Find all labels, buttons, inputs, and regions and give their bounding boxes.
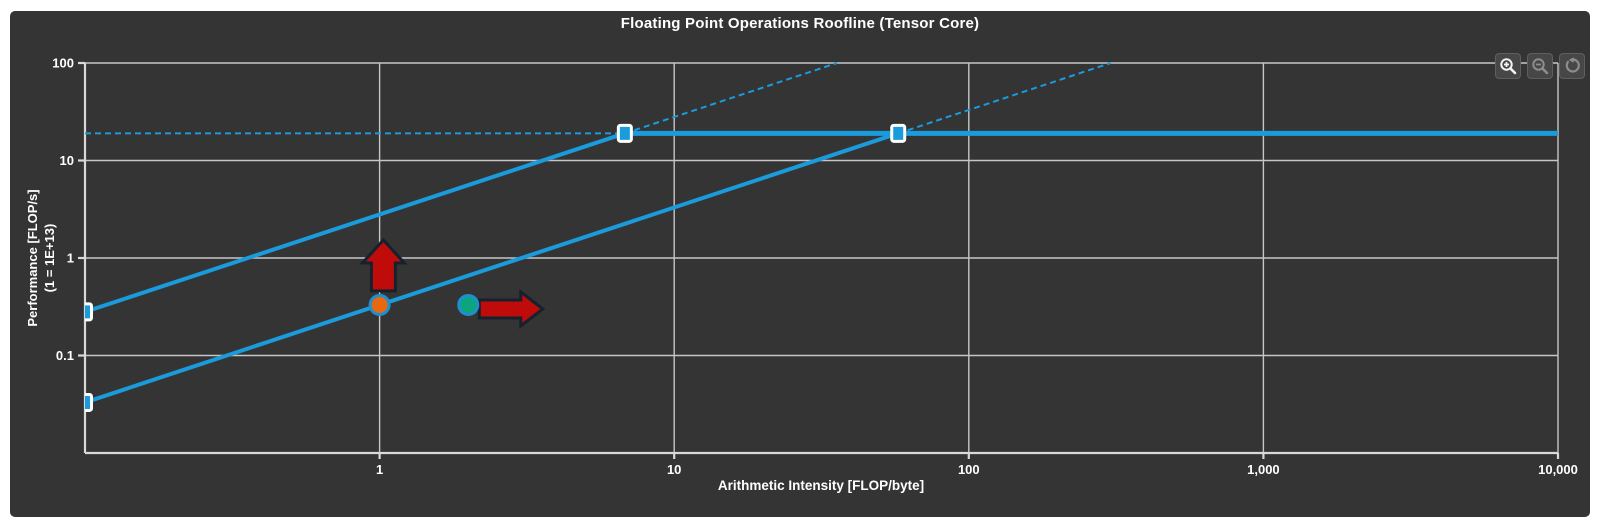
memory-roofline-slow-dashed [897, 62, 1111, 135]
x-tick-label: 1,000 [1247, 462, 1280, 477]
annotations-group [358, 237, 546, 330]
x-tick-label: 100 [958, 462, 980, 477]
zoom-in-icon [1500, 58, 1517, 75]
y-tick-label: 1 [67, 251, 74, 266]
memory-roofline-slow-solid [85, 131, 899, 405]
y-axis-label-line2: (1 = 1E+13) [42, 223, 57, 293]
right-arrow-annotation [477, 288, 546, 330]
roofline-marker[interactable] [79, 392, 93, 412]
memory-roofline-fast-dashed [624, 62, 838, 135]
roofline-marker[interactable] [890, 123, 907, 143]
points-group [368, 293, 480, 316]
y-tick-label: 0.1 [56, 348, 74, 363]
zoom-out-icon [1532, 58, 1549, 75]
x-tick-label: 10 [667, 462, 681, 477]
memory-roofline-fast-solid [85, 131, 626, 314]
y-axis-label: Performance [FLOP/s] (1 = 1E+13) [24, 98, 60, 418]
y-tick-label: 100 [52, 56, 74, 71]
roofline-marker[interactable] [79, 302, 93, 322]
x-tick-label: 1 [376, 462, 383, 477]
tick-labels-group: 100 10 1 0.1 1 10 100 1,000 10,000 [52, 56, 1578, 478]
kernel-point-teal[interactable] [457, 293, 480, 316]
series-group [85, 62, 1558, 405]
up-arrow-annotation [358, 237, 408, 293]
markers-group [79, 123, 907, 412]
roofline-marker[interactable] [616, 123, 633, 143]
kernel-point-orange[interactable] [368, 293, 391, 316]
zoom-out-button[interactable] [1527, 53, 1553, 79]
axes-group [78, 61, 1560, 459]
y-tick-label: 10 [60, 153, 74, 168]
chart-title: Floating Point Operations Roofline (Tens… [620, 15, 980, 32]
x-axis-label: Arithmetic Intensity [FLOP/byte] [717, 478, 925, 493]
grid-group [85, 62, 1559, 453]
chart-panel [10, 11, 1590, 517]
x-tick-label: 10,000 [1538, 462, 1578, 477]
plot-toolbar [1495, 53, 1585, 79]
y-axis-label-line1: Performance [FLOP/s] [25, 189, 40, 327]
reset-icon [1565, 57, 1580, 73]
reset-zoom-button[interactable] [1559, 53, 1585, 79]
zoom-in-button[interactable] [1495, 53, 1521, 79]
